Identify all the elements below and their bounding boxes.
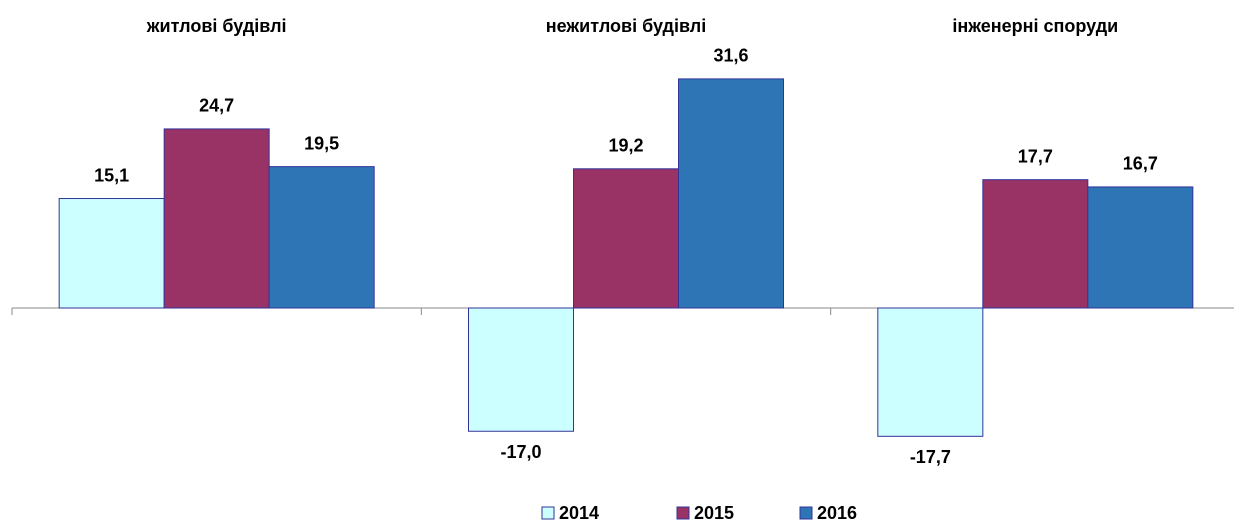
value-label: 19,2 bbox=[608, 136, 643, 156]
value-label: 31,6 bbox=[713, 46, 748, 66]
legend-label: 2014 bbox=[559, 503, 599, 523]
legend-label: 2016 bbox=[817, 503, 857, 523]
bar bbox=[58, 198, 165, 309]
legend-swatch bbox=[799, 506, 813, 520]
bar bbox=[268, 166, 375, 309]
value-label: 16,7 bbox=[1123, 154, 1158, 174]
bar bbox=[1087, 186, 1194, 309]
value-label: 24,7 bbox=[199, 96, 234, 116]
value-label: -17,7 bbox=[910, 447, 951, 467]
category-label: інженерні споруди bbox=[952, 16, 1118, 36]
bar bbox=[877, 307, 984, 437]
bar bbox=[468, 307, 574, 432]
bar bbox=[573, 168, 679, 309]
legend-swatch bbox=[541, 506, 555, 520]
value-label: 15,1 bbox=[94, 165, 129, 185]
legend-swatch bbox=[676, 506, 690, 520]
value-label: 17,7 bbox=[1018, 146, 1053, 166]
bar bbox=[678, 78, 784, 309]
category-label: нежитлові будівлі bbox=[546, 16, 706, 36]
value-label: 19,5 bbox=[304, 133, 339, 153]
legend-label: 2015 bbox=[694, 503, 734, 523]
bar bbox=[163, 128, 270, 309]
category-label: житлові будівлі bbox=[146, 16, 287, 36]
bar bbox=[982, 179, 1089, 309]
value-label: -17,0 bbox=[500, 442, 541, 462]
